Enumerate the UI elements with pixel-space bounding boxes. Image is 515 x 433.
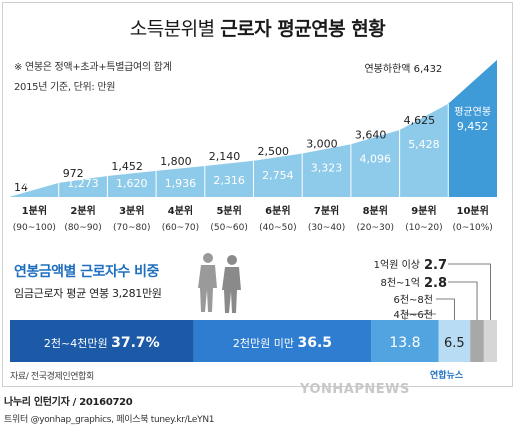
lower-bound-label: 972 (63, 167, 84, 180)
area-fill (10, 60, 497, 197)
bar-callout-label: 4천~6천 (393, 309, 433, 321)
bar-segment-label: 2천~4천만원 37.7% (44, 335, 160, 351)
average-annotation-label: 평균연봉 (454, 106, 491, 118)
ratio-subtitle: 임금근로자 평균 연봉 3,281만원 (14, 287, 162, 300)
average-label: 5,428 (408, 138, 440, 151)
category-range: (60~70) (162, 223, 199, 233)
source-note: 자료/ 전국경제인연합회 (10, 372, 94, 382)
category-range: (80~90) (64, 223, 101, 233)
lower-bound-label: 2,140 (209, 150, 241, 163)
category-label: 3분위 (119, 204, 144, 217)
average-annotation-value: 9,452 (457, 120, 489, 133)
yonhap-logo: 연합뉴스 (430, 371, 464, 381)
average-label: 1,936 (165, 177, 197, 190)
bar-segment (470, 320, 484, 362)
lower-bound-label: 3,640 (355, 128, 387, 141)
area-top-segment (448, 60, 497, 197)
average-label: 3,323 (311, 162, 343, 175)
bar-segment (371, 320, 439, 362)
category-label: 7분위 (314, 204, 339, 217)
bar-callout-value: 2.7 (424, 258, 447, 273)
bar-callout-value: 2.8 (424, 276, 447, 291)
category-range: (70~80) (113, 223, 150, 233)
category-label: 6분위 (265, 204, 290, 217)
category-range: (30~40) (308, 223, 345, 233)
bar-segment-label: 2천만원 미만 36.5 (233, 335, 332, 351)
category-range: (20~30) (357, 223, 394, 233)
chart-title: 소득분위별 근로자 평균연봉 현황 (0, 14, 515, 41)
average-label: 1,273 (67, 177, 99, 190)
category-label: 5분위 (216, 204, 241, 217)
average-label: 601 (24, 177, 45, 190)
category-range: (50~60) (210, 223, 247, 233)
bar-segment (193, 320, 372, 362)
credit-author: 나누리 인턴기자 / 20160720 (4, 397, 133, 408)
average-label: 4,096 (360, 152, 392, 165)
category-label: 10분위 (456, 204, 488, 217)
category-range: (10~20) (405, 223, 442, 233)
people-silhouette-icon (198, 253, 241, 313)
bar-segment (10, 320, 194, 362)
average-label: 1,620 (116, 177, 148, 190)
watermark: YONHAPNEWS (300, 382, 410, 397)
category-range: (0~10%) (453, 223, 493, 233)
category-range: (90~100) (13, 223, 56, 233)
lower-bound-label: 1,452 (111, 160, 142, 173)
category-range: (40~50) (259, 223, 296, 233)
lower-bound-annotation: 연봉하한액 6,432 (364, 62, 442, 75)
average-label: 2,754 (262, 169, 294, 182)
category-label: 8분위 (363, 204, 388, 217)
category-label: 4분위 (168, 204, 193, 217)
title-part2: 근로자 평균연봉 현황 (220, 18, 386, 40)
bar-segment (483, 320, 497, 362)
bar-segment-value: 13.8 (389, 335, 420, 351)
lower-bound-label: 1,800 (160, 155, 192, 168)
title-part1: 소득분위별 (129, 18, 215, 40)
category-label: 1분위 (22, 204, 47, 217)
callout-leader-line (436, 298, 455, 320)
callout-leader-line (448, 263, 491, 320)
credit-social: 트위터 @yonhap_graphics, 페이스북 tuney.kr/LeYN… (4, 415, 215, 425)
lower-bound-label: 3,000 (306, 138, 338, 151)
note-base-unit: 2015년 기준, 단위: 만원 (14, 82, 116, 93)
note-salary-definition: ※ 연봉은 정액+초과+특별급여의 합계 (14, 62, 172, 73)
bar-callout-label: 1억원 이상 (374, 259, 420, 271)
category-label: 9분위 (411, 204, 436, 217)
callout-leader-line (448, 281, 478, 320)
callout-leader-line (404, 313, 436, 320)
bar-callout-label: 8천~1억 (380, 277, 420, 289)
ratio-title: 연봉금액별 근로자수 비중 (14, 264, 159, 280)
average-label: 2,316 (213, 174, 245, 187)
bar-callout-label: 6천~8천 (393, 294, 433, 306)
lower-bound-label: 14 (14, 181, 28, 194)
bar-segment-value: 6.5 (444, 336, 465, 351)
lower-bound-label: 4,625 (404, 114, 436, 127)
bar-segment (438, 320, 471, 362)
lower-bound-label: 2,500 (258, 145, 290, 158)
category-label: 2분위 (70, 204, 95, 217)
